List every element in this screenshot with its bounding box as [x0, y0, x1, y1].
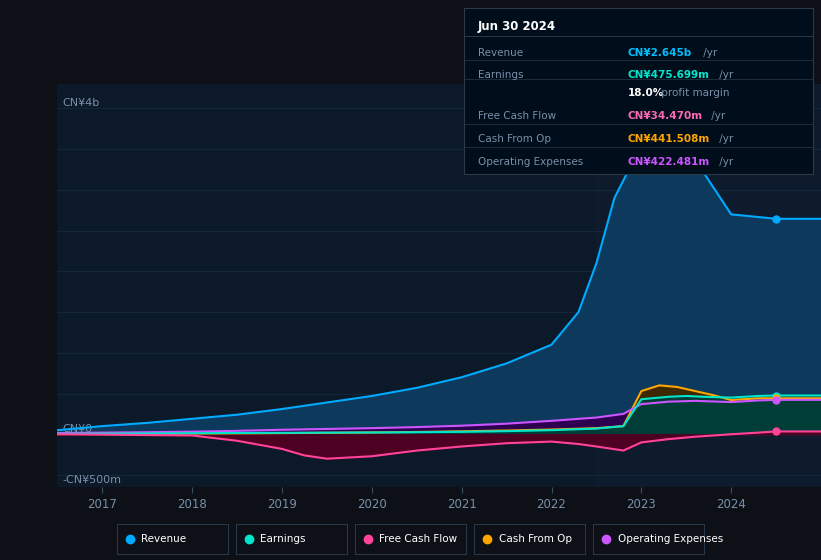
Text: Free Cash Flow: Free Cash Flow: [379, 534, 457, 544]
Text: Earnings: Earnings: [478, 69, 523, 80]
Text: Cash From Op: Cash From Op: [498, 534, 571, 544]
Text: /yr: /yr: [708, 111, 726, 121]
Text: CN¥475.699m: CN¥475.699m: [628, 69, 710, 80]
Text: 18.0%: 18.0%: [628, 88, 664, 97]
Text: Revenue: Revenue: [141, 534, 186, 544]
Text: CN¥4b: CN¥4b: [62, 99, 99, 109]
Text: -CN¥500m: -CN¥500m: [62, 475, 121, 485]
Text: Operating Expenses: Operating Expenses: [478, 157, 583, 167]
Bar: [596, 84, 821, 487]
Text: CN¥34.470m: CN¥34.470m: [628, 111, 703, 121]
Text: Cash From Op: Cash From Op: [478, 134, 551, 144]
Text: Jun 30 2024: Jun 30 2024: [478, 20, 556, 33]
Text: /yr: /yr: [716, 69, 733, 80]
Text: Operating Expenses: Operating Expenses: [617, 534, 722, 544]
Text: Free Cash Flow: Free Cash Flow: [478, 111, 556, 121]
Text: /yr: /yr: [716, 134, 733, 144]
Text: /yr: /yr: [700, 48, 718, 58]
Text: /yr: /yr: [716, 157, 733, 167]
Text: CN¥0: CN¥0: [62, 424, 92, 434]
Text: CN¥422.481m: CN¥422.481m: [628, 157, 710, 167]
Text: CN¥2.645b: CN¥2.645b: [628, 48, 692, 58]
Text: CN¥441.508m: CN¥441.508m: [628, 134, 710, 144]
Text: Revenue: Revenue: [478, 48, 523, 58]
Text: Earnings: Earnings: [260, 534, 306, 544]
Text: profit margin: profit margin: [658, 88, 729, 97]
